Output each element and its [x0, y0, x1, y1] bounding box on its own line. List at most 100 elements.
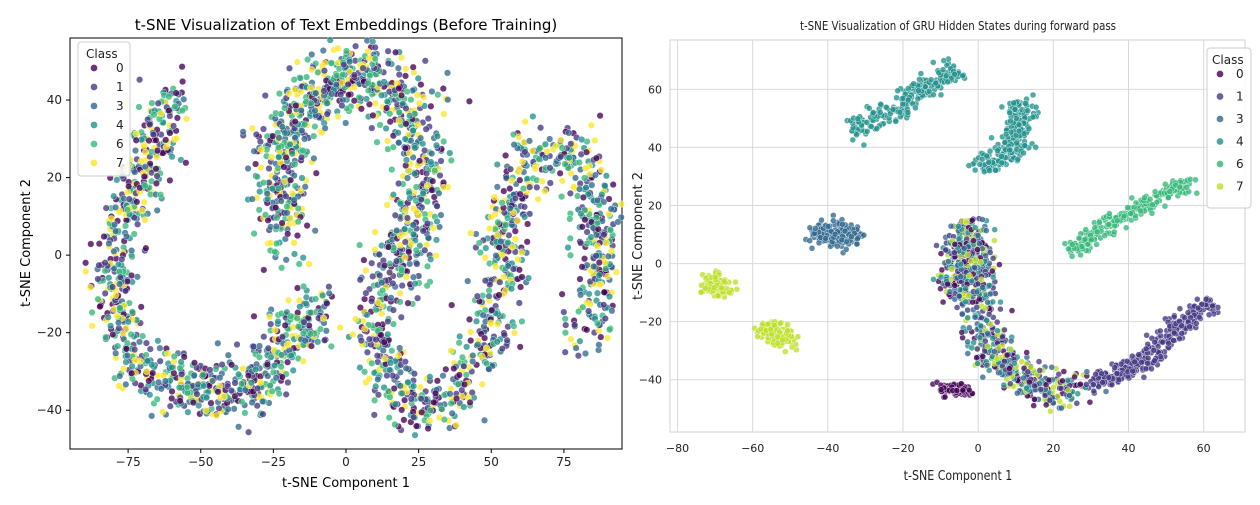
data-point-class-1: [437, 157, 445, 165]
data-point-class-4: [383, 97, 391, 105]
data-point-class-7: [173, 135, 181, 143]
data-point-class-0: [250, 312, 258, 320]
data-point-class-4: [876, 109, 884, 116]
data-point-class-4: [988, 134, 995, 142]
data-point-class-1: [533, 183, 541, 191]
data-point-class-4: [564, 243, 572, 251]
data-point-class-0: [516, 176, 524, 184]
data-point-class-4: [482, 244, 490, 252]
data-point-class-3: [493, 183, 501, 191]
data-point-class-4: [578, 135, 586, 143]
data-point-class-0: [427, 102, 435, 110]
data-point-class-1: [118, 255, 126, 263]
data-point-class-4: [404, 378, 412, 386]
data-point-class-6: [312, 295, 320, 303]
data-point-class-6: [171, 102, 179, 110]
data-point-class-6: [364, 79, 372, 87]
data-point-class-6: [300, 282, 308, 290]
data-point-class-7: [413, 208, 421, 216]
data-point-class-3: [406, 260, 414, 268]
data-point-class-6: [385, 387, 393, 395]
data-point-class-3: [582, 350, 590, 358]
data-point-class-3: [112, 349, 120, 357]
data-point-class-3: [282, 256, 290, 264]
data-point-class-4: [965, 162, 973, 169]
data-point-class-6: [407, 96, 415, 104]
data-point-class-0: [166, 176, 174, 184]
data-point-class-1: [403, 214, 411, 222]
chart-title: t-SNE Visualization of Text Embeddings (…: [135, 16, 558, 34]
data-point-class-1: [374, 391, 382, 399]
data-point-class-4: [410, 382, 418, 390]
data-point-class-0: [377, 331, 385, 339]
data-point-class-0: [165, 107, 173, 115]
data-point-class-0: [401, 396, 409, 404]
data-point-class-0: [133, 198, 141, 206]
data-point-class-4: [372, 382, 380, 390]
data-point-class-6: [396, 298, 404, 306]
data-point-class-1: [154, 99, 162, 107]
data-point-class-3: [105, 240, 113, 248]
data-point-class-1: [153, 172, 161, 180]
data-point-class-1: [1108, 381, 1116, 388]
data-point-class-6: [426, 406, 434, 414]
data-point-class-7: [993, 355, 1001, 362]
data-point-class-4: [107, 322, 115, 330]
data-point-class-1: [256, 138, 264, 146]
data-point-class-0: [518, 273, 526, 281]
data-point-class-4: [529, 112, 537, 120]
data-point-class-1: [363, 348, 371, 356]
data-point-class-3: [290, 171, 298, 179]
legend-marker-class-0: [90, 64, 98, 72]
data-point-class-6: [518, 317, 526, 325]
data-point-class-6: [307, 99, 315, 107]
data-point-class-7: [140, 198, 148, 206]
data-point-class-0: [172, 89, 180, 97]
data-point-class-7: [516, 165, 524, 173]
data-point-class-3: [526, 137, 534, 145]
data-point-class-1: [320, 87, 328, 95]
data-point-class-7: [726, 289, 733, 296]
data-point-class-3: [479, 311, 487, 319]
data-point-class-7: [256, 378, 264, 386]
data-point-class-7: [395, 117, 403, 125]
data-point-class-7: [371, 246, 379, 254]
data-point-class-6: [165, 93, 173, 101]
data-point-class-1: [423, 169, 431, 177]
data-point-class-7: [586, 300, 594, 308]
data-point-class-1: [356, 276, 364, 284]
data-point-class-7: [528, 147, 536, 155]
data-point-class-6: [296, 74, 304, 82]
data-point-class-0: [278, 373, 286, 381]
data-point-class-1: [298, 153, 306, 161]
data-point-class-4: [877, 101, 884, 108]
data-point-class-0: [417, 81, 425, 89]
y-tick-label: 40: [47, 93, 62, 107]
data-point-class-4: [105, 274, 113, 282]
data-point-class-0: [596, 112, 604, 120]
data-point-class-4: [401, 225, 409, 233]
data-point-class-0: [252, 160, 260, 168]
data-point-class-7: [384, 137, 392, 145]
data-point-class-0: [162, 136, 170, 144]
data-point-class-3: [332, 81, 340, 89]
data-point-class-4: [565, 154, 573, 162]
data-point-class-7: [416, 383, 424, 391]
data-point-class-6: [395, 108, 403, 116]
data-point-class-1: [473, 292, 481, 300]
data-point-class-0: [294, 232, 302, 240]
data-point-class-1: [370, 411, 378, 419]
data-point-class-4: [419, 190, 427, 198]
legend-marker-class-4: [90, 121, 98, 129]
data-point-class-3: [806, 224, 814, 232]
data-point-class-6: [128, 308, 136, 316]
data-point-class-3: [607, 205, 615, 213]
data-point-class-6: [255, 353, 263, 361]
data-point-class-7: [447, 347, 455, 355]
data-point-class-3: [576, 185, 584, 193]
data-point-class-0: [430, 398, 438, 406]
data-point-class-7: [403, 273, 411, 281]
data-point-class-3: [291, 134, 299, 142]
data-point-class-3: [241, 386, 249, 394]
data-point-class-1: [371, 43, 379, 51]
